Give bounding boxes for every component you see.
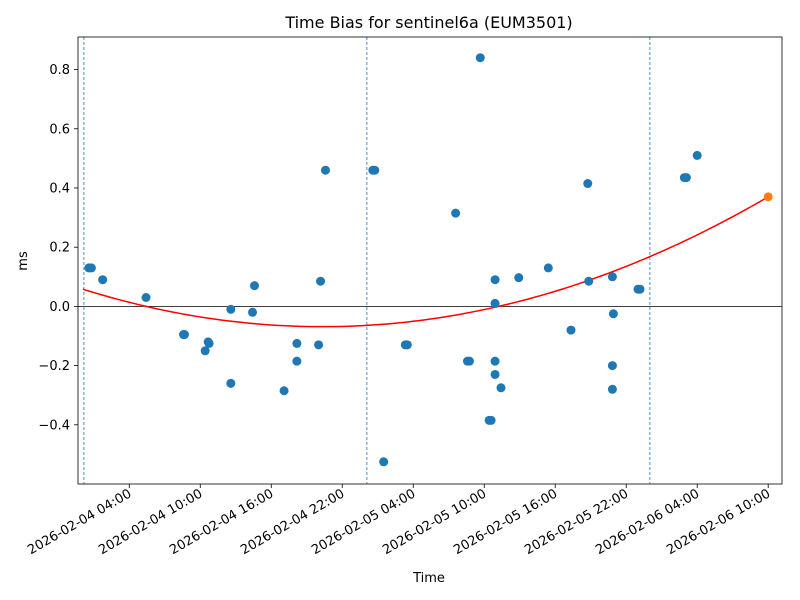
data-point: [490, 356, 500, 366]
data-point: [635, 284, 645, 294]
data-point: [279, 386, 289, 396]
data-point: [320, 165, 330, 175]
data-point: [490, 298, 500, 308]
data-point: [316, 276, 326, 286]
data-point: [314, 340, 324, 350]
data-point: [200, 346, 210, 356]
data-point: [475, 53, 485, 63]
y-tick-label: 0.6: [49, 122, 70, 137]
data-point: [370, 165, 380, 175]
data-point: [566, 325, 576, 335]
data-point: [490, 369, 500, 379]
data-point: [226, 378, 236, 388]
data-point: [451, 208, 461, 218]
y-tick-label: 0.2: [49, 241, 70, 256]
data-point: [402, 340, 412, 350]
fit-curve: [82, 196, 769, 328]
data-point: [490, 275, 500, 285]
axes-frame: [77, 36, 783, 485]
data-point: [292, 338, 302, 348]
data-point: [543, 263, 553, 273]
predicted-point: [763, 192, 773, 202]
data-point: [86, 263, 96, 273]
data-point: [584, 276, 594, 286]
y-tick-label: 0.8: [49, 63, 70, 78]
data-point: [292, 356, 302, 366]
data-point: [248, 307, 258, 317]
data-point: [226, 304, 236, 314]
y-tick-label: −0.4: [38, 418, 70, 433]
y-tick-label: −0.2: [38, 359, 70, 374]
data-point: [179, 330, 189, 340]
data-point: [692, 150, 702, 160]
data-point: [141, 293, 151, 303]
data-point: [98, 275, 108, 285]
chart-title: Time Bias for sentinel6a (EUM3501): [284, 13, 572, 32]
data-point: [583, 179, 593, 189]
data-point: [486, 415, 496, 425]
data-point: [204, 338, 214, 348]
data-point: [607, 384, 617, 394]
y-tick-label: 0.4: [49, 181, 70, 196]
data-point: [681, 173, 691, 183]
y-tick-label: 0.0: [49, 300, 70, 315]
data-point: [607, 272, 617, 282]
data-point: [514, 273, 524, 283]
x-axis-label: Time: [412, 571, 445, 586]
data-point: [607, 361, 617, 371]
data-point: [249, 281, 259, 291]
data-point: [379, 457, 389, 467]
data-point: [464, 356, 474, 366]
y-axis-label: ms: [16, 251, 31, 271]
data-point: [608, 309, 618, 319]
data-point: [496, 383, 506, 393]
